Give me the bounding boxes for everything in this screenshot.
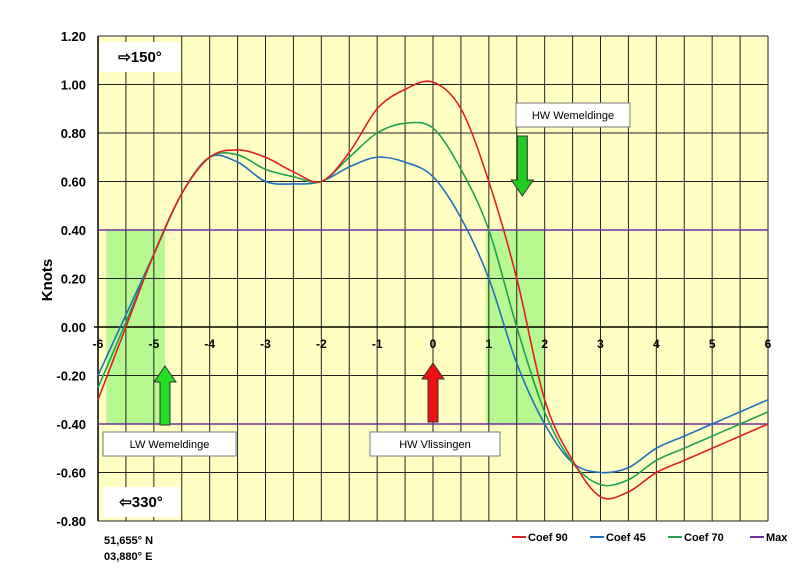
- x-tick-label: -2: [316, 337, 327, 351]
- x-tick-label: -6: [93, 337, 104, 351]
- annotation-hw-vlissingen-box: [369, 431, 501, 457]
- x-tick-label: 2: [541, 337, 548, 351]
- y-tick-label: -0.80: [56, 514, 86, 529]
- y-tick-label: 1.20: [61, 29, 86, 44]
- annotation-lw-wemeldinge-box: [102, 431, 237, 457]
- y-tick-label: 1.00: [61, 78, 86, 93]
- annotation-hw-wemeldinge: HW Wemeldinge: [532, 110, 614, 122]
- x-tick-label: 5: [709, 337, 716, 351]
- y-axis-label: Knots: [39, 259, 56, 302]
- annotation-lw-wemeldinge: LW Wemeldinge: [130, 439, 210, 451]
- x-tick-label: 3: [597, 337, 604, 351]
- arrow-icon-up: [153, 365, 177, 426]
- legend-entry: Max: [766, 532, 788, 544]
- direction-flood: ⇨150°: [118, 49, 162, 66]
- y-tick-label: 0.00: [61, 320, 86, 335]
- annotation-hw-vlissingen: HW Vlissingen: [399, 439, 471, 451]
- legend-entry: Coef 70: [684, 532, 724, 544]
- x-tick-label: -3: [260, 337, 271, 351]
- arrow-icon-up: [421, 362, 445, 423]
- x-tick-label: -5: [148, 337, 159, 351]
- legend-entry: Coef 45: [606, 532, 646, 544]
- y-tick-label: 0.20: [61, 272, 86, 287]
- x-tick-label: 6: [765, 337, 772, 351]
- y-tick-label: 0.80: [61, 126, 86, 141]
- direction-ebb: ⇦330°: [118, 494, 163, 511]
- location-longitude: 03,880° E: [104, 551, 152, 563]
- y-tick-label: -0.40: [56, 417, 86, 432]
- series-line-coef-90: [97, 80, 769, 500]
- x-tick-label: 1: [485, 337, 492, 351]
- y-tick-label: 0.40: [61, 223, 86, 238]
- x-tick-label: -4: [204, 337, 215, 351]
- direction-box: [103, 487, 180, 517]
- x-tick-label: 0: [430, 337, 437, 351]
- x-tick-label: 4: [653, 337, 660, 351]
- annotation-hw-wemeldinge-box: [515, 102, 631, 128]
- y-tick-label: -0.60: [56, 466, 86, 481]
- legend-entry: Coef 90: [528, 532, 568, 544]
- y-tick-label: 0.60: [61, 175, 86, 190]
- x-tick-label: -1: [372, 337, 383, 351]
- location-latitude: 51,655° N: [104, 535, 153, 547]
- y-tick-label: -0.20: [56, 369, 86, 384]
- arrow-icon-down: [510, 135, 535, 197]
- direction-box: [100, 42, 180, 72]
